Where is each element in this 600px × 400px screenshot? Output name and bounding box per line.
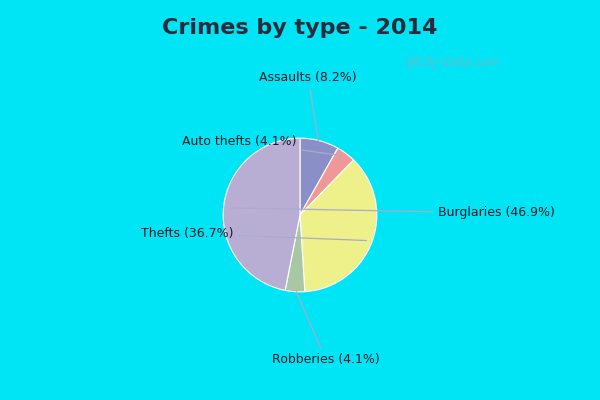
Text: Auto thefts (4.1%): Auto thefts (4.1%): [182, 135, 341, 156]
Wedge shape: [300, 160, 377, 292]
Text: Thefts (36.7%): Thefts (36.7%): [141, 227, 367, 240]
Wedge shape: [300, 148, 353, 215]
Text: Assaults (8.2%): Assaults (8.2%): [259, 71, 357, 141]
Wedge shape: [223, 138, 300, 290]
Text: @City-Data.com: @City-Data.com: [404, 56, 500, 69]
Wedge shape: [285, 215, 305, 292]
Text: Robberies (4.1%): Robberies (4.1%): [272, 291, 379, 366]
Text: Crimes by type - 2014: Crimes by type - 2014: [163, 18, 437, 38]
Wedge shape: [300, 138, 338, 215]
Text: Burglaries (46.9%): Burglaries (46.9%): [229, 206, 555, 220]
